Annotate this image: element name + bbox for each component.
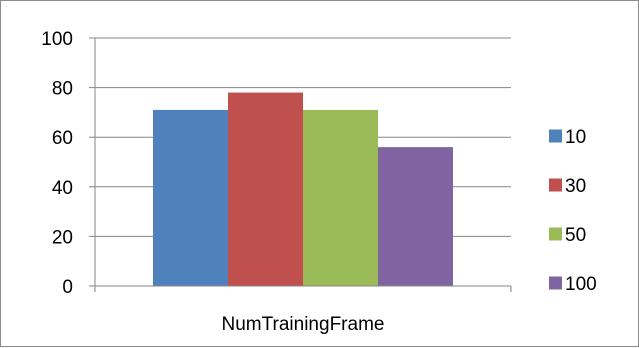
legend-swatch-50 [549,227,562,241]
bar-series-30 [228,92,303,286]
legend-label-50: 50 [565,225,586,246]
bar-series-50 [303,109,378,286]
axis-labels: 0 20 40 60 80 100 [41,29,73,298]
legend-swatch-30 [549,178,562,192]
legend-swatch-100 [549,276,562,290]
legend-swatch-10 [549,129,562,143]
y-tick-label: 20 [52,227,73,248]
y-tick-label: 80 [52,79,73,100]
bars [153,92,453,286]
y-tick-label: 60 [52,128,73,149]
legend-label-100: 100 [565,274,597,295]
legend-label-10: 10 [565,127,586,148]
y-tick-label: 100 [41,29,73,50]
y-tick-label: 0 [62,277,73,298]
bar-series-10 [153,109,228,286]
axes [89,37,512,292]
x-category-label: NumTrainingFrame [222,314,385,335]
legend-label-30: 30 [565,176,586,197]
bar-series-100 [378,147,453,286]
legend: 10 30 50 100 [549,127,597,295]
y-tick-label: 40 [52,178,73,199]
